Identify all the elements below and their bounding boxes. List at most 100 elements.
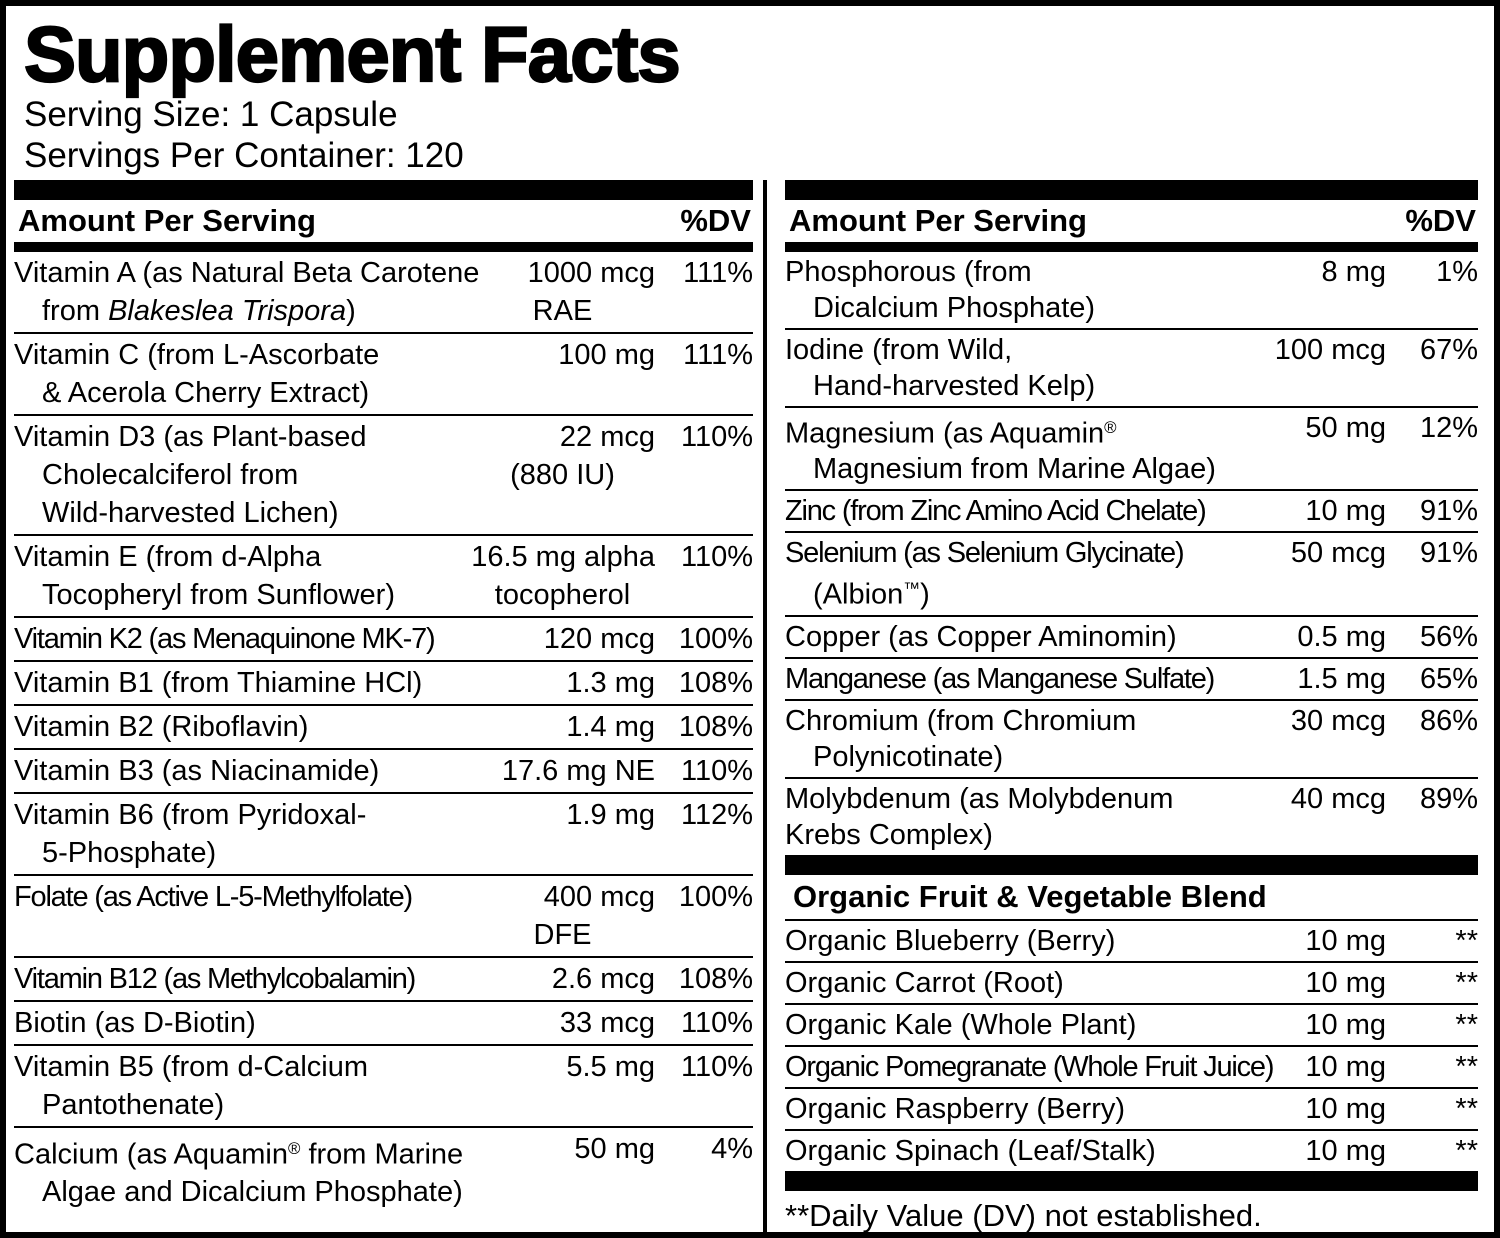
nutrient-amount: 1000 mcg RAE <box>527 257 655 327</box>
nutrient-row: Iodine (from Wild, Hand-harvested Kelp) 10… <box>785 328 1478 406</box>
nutrient-row: Folate (as Active L-5-Methylfolate) 400 m… <box>14 874 753 956</box>
nutrient-row: Vitamin K2 (as Menaquinone MK-7) 120 mcg 1… <box>14 616 753 660</box>
nutrient-amount: 1.5 mg <box>1297 662 1386 695</box>
nutrient-amount: 120 mcg <box>543 623 655 655</box>
nutrient-dv: 86% <box>1419 704 1478 737</box>
nutrient-dv: 67% <box>1419 334 1478 366</box>
nutrient-row: Organic Kale (Whole Plant) 10 mg ** <box>785 1002 1478 1045</box>
nutrient-row: Biotin (as D-Biotin) 33 mcg 110% <box>14 1000 753 1044</box>
nutrient-amount: 100 mcg <box>1274 334 1386 366</box>
nutrient-dv: 100% <box>678 881 753 913</box>
nutrient-amount: 50 mcg <box>1290 537 1386 570</box>
nutrient-row: Phosphorous (from Dicalcium Phosphate) 8 m… <box>785 252 1478 328</box>
nutrient-amount: 17.6 mg NE <box>501 755 655 787</box>
nutrient-amount: 50 mg <box>1305 412 1386 444</box>
nutrient-row: Vitamin E (from d-Alpha Tocopheryl from S… <box>14 534 753 616</box>
nutrient-name: Vitamin B2 (Riboflavin) <box>14 711 309 743</box>
nutrient-row: Organic Pomegranate (Whole Fruit Juice) 1… <box>785 1044 1478 1087</box>
nutrient-name: Calcium (as Aquamin® from Marine Algae an… <box>14 1138 464 1209</box>
nutrient-name: Magnesium (as Aquamin® Magnesium from Mar… <box>785 417 1216 486</box>
nutrient-amount: 100 mg <box>558 339 655 371</box>
nutrient-row: Organic Blueberry (Berry) 10 mg ** <box>785 921 1478 961</box>
section-divider-bar <box>14 180 753 200</box>
blend-title: Organic Fruit & Vegetable Blend <box>785 875 1478 921</box>
nutrient-amount: 16.5 mg alpha tocopherol <box>471 541 655 611</box>
column-header: Amount Per Serving %DV <box>14 200 753 252</box>
nutrient-dv: ** <box>1455 966 1478 999</box>
nutrient-row: Vitamin D3 (as Plant-based Cholecalcifero… <box>14 414 753 534</box>
nutrient-row: Vitamin B1 (from Thiamine HCl) 1.3 mg 108% <box>14 660 753 704</box>
nutrient-name: Chromium (from Chromium Polynicotinate) <box>785 704 1137 773</box>
nutrient-amount: 30 mcg <box>1290 704 1386 737</box>
nutrient-amount: 10 mg <box>1305 966 1386 999</box>
nutrient-amount: 33 mcg <box>559 1007 655 1039</box>
nutrient-dv: 89% <box>1419 782 1478 815</box>
column-divider-line <box>763 180 767 1232</box>
nutrient-amount: 2.6 mcg <box>551 963 655 995</box>
dv-label: %DV <box>680 203 751 238</box>
nutrient-name: Vitamin D3 (as Plant-based Cholecalcifero… <box>14 421 367 529</box>
nutrient-dv: 108% <box>678 711 753 743</box>
nutrient-name: Vitamin E (from d-Alpha Tocopheryl from S… <box>14 541 395 611</box>
nutrient-dv: 65% <box>1419 662 1478 695</box>
nutrient-name: Vitamin B3 (as Niacinamide) <box>14 755 380 787</box>
nutrient-dv: 1% <box>1436 256 1478 288</box>
nutrient-name: Vitamin C (from L-Ascorbate & Acerola Che… <box>14 339 380 409</box>
nutrient-row: Vitamin B5 (from d-Calcium Pantothenate) 5… <box>14 1044 753 1126</box>
vitamin-rows: Vitamin A (as Natural Beta Carotene from … <box>14 252 753 1213</box>
nutrient-name: Vitamin B6 (from Pyridoxal- 5-Phosphate) <box>14 799 367 869</box>
nutrient-name: Organic Spinach (Leaf/Stalk) <box>785 1134 1156 1167</box>
nutrient-dv: 110% <box>680 421 753 453</box>
nutrient-dv: 91% <box>1419 537 1478 570</box>
nutrient-row: Calcium (as Aquamin® from Marine Algae an… <box>14 1126 753 1213</box>
nutrient-dv: ** <box>1455 1050 1478 1083</box>
section-divider-bar <box>785 180 1478 200</box>
blend-rows: Organic Blueberry (Berry) 10 mg ** Organic … <box>785 921 1478 1171</box>
nutrient-name: Vitamin K2 (as Menaquinone MK-7) <box>14 623 436 655</box>
nutrient-dv: ** <box>1455 924 1478 957</box>
nutrient-amount: 1.9 mg <box>566 799 655 831</box>
nutrient-name: Vitamin A (as Natural Beta Carotene from … <box>14 257 480 327</box>
nutrient-dv: ** <box>1455 1008 1478 1041</box>
nutrient-name: Organic Pomegranate (Whole Fruit Juice) <box>785 1050 1275 1083</box>
nutrient-name: Biotin (as D-Biotin) <box>14 1007 256 1039</box>
nutrient-row: Organic Carrot (Root) 10 mg ** <box>785 960 1478 1003</box>
nutrient-row: Vitamin B12 (as Methylcobalamin) 2.6 mcg 1… <box>14 956 753 1000</box>
section-divider-bar <box>785 854 1478 875</box>
nutrient-dv: 91% <box>1419 495 1478 528</box>
nutrient-amount: 400 mcg DFE <box>533 881 656 951</box>
nutrient-amount: 0.5 mg <box>1297 620 1386 653</box>
nutrient-dv: 112% <box>680 799 753 831</box>
nutrient-dv: ** <box>1455 1092 1478 1125</box>
nutrient-row: Organic Spinach (Leaf/Stalk) 10 mg ** <box>785 1128 1478 1171</box>
nutrient-row: Vitamin C (from L-Ascorbate & Acerola Che… <box>14 332 753 414</box>
nutrient-dv: 111% <box>683 257 753 289</box>
nutrient-name: Vitamin B12 (as Methylcobalamin) <box>14 963 416 995</box>
nutrient-amount: 40 mcg <box>1290 782 1386 815</box>
nutrient-amount: 1.4 mg <box>566 711 655 743</box>
nutrient-dv: 4% <box>711 1133 753 1165</box>
nutrient-row: Molybdenum (as Molybdenum Krebs Complex) 4… <box>785 776 1478 855</box>
nutrient-name: Organic Raspberry (Berry) <box>785 1092 1126 1125</box>
amount-per-serving-label: Amount Per Serving <box>18 203 316 238</box>
nutrient-row: Magnesium (as Aquamin® Magnesium from Mar… <box>785 406 1478 489</box>
nutrient-dv: 108% <box>678 963 753 995</box>
nutrient-row: Vitamin B6 (from Pyridoxal- 5-Phosphate) 1… <box>14 792 753 874</box>
nutrient-name: Iodine (from Wild, Hand-harvested Kelp) <box>785 334 1096 402</box>
nutrient-row: Zinc (from Zinc Amino Acid Chelate) 10 mg… <box>785 489 1478 531</box>
nutrient-name: Selenium (as Selenium Glycinate) (Albion™… <box>785 537 1185 611</box>
nutrient-amount: 1.3 mg <box>566 667 655 699</box>
nutrient-name: Copper (as Copper Aminomin) <box>785 620 1177 653</box>
nutrient-amount: 10 mg <box>1305 1050 1386 1083</box>
column-header: Amount Per Serving %DV <box>785 200 1478 252</box>
nutrient-amount: 10 mg <box>1305 924 1386 957</box>
panel-title: Supplement Facts <box>23 10 682 98</box>
panel-header: Supplement Facts Serving Size: 1 Capsule… <box>6 6 1494 176</box>
nutrient-name: Organic Blueberry (Berry) <box>785 924 1116 957</box>
nutrient-name: Organic Kale (Whole Plant) <box>785 1008 1137 1041</box>
nutrient-row: Copper (as Copper Aminomin) 0.5 mg 56% <box>785 614 1478 657</box>
nutrient-name: Vitamin B1 (from Thiamine HCl) <box>14 667 423 699</box>
servings-per-container: Servings Per Container: 120 <box>24 136 464 175</box>
nutrient-row: Selenium (as Selenium Glycinate) (Albion™… <box>785 531 1478 614</box>
